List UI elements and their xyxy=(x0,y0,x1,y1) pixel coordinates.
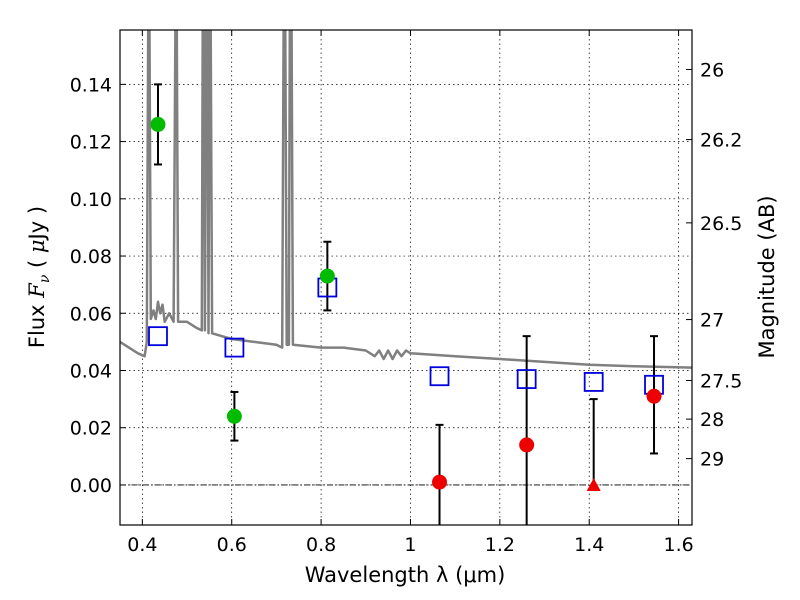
model-spectrum xyxy=(120,30,692,369)
y-axis-label: Flux Fν ( μJy ) xyxy=(25,206,53,348)
x-tick-label: 0.6 xyxy=(217,534,247,556)
plot-frame xyxy=(119,29,693,526)
model-photometry-square xyxy=(583,372,604,392)
y-tick-label: 0.10 xyxy=(70,189,112,211)
x-tick-label: 0.4 xyxy=(127,534,157,556)
model-photometry-square xyxy=(516,369,537,389)
y2-tick-label: 26 xyxy=(700,59,724,81)
red-data-point xyxy=(519,437,535,453)
y-axis-label-part: μ xyxy=(25,239,49,253)
x-tick-label: 1.4 xyxy=(574,534,604,556)
grid-lines xyxy=(120,30,692,525)
y-axis-label-part: ( xyxy=(25,253,49,275)
red-data-point xyxy=(432,474,448,490)
red-data-point xyxy=(646,388,662,404)
y-tick-label: 0.00 xyxy=(70,475,112,497)
x-tick-label: 1.6 xyxy=(663,534,693,556)
model-photometry-square xyxy=(224,337,245,358)
y-tick-label: 0.06 xyxy=(70,303,112,325)
y2-tick-label: 26.2 xyxy=(700,130,742,152)
y-tick-label: 0.12 xyxy=(70,132,112,154)
axis-ticks xyxy=(120,30,692,525)
y-axis-label-part: ν xyxy=(37,274,53,283)
tick-labels: 0.4 0.6 0.8 1 1.2 1.4 1.6 0.00 0.02 0.04 0.06 0.08 0… xyxy=(70,59,743,556)
x-tick-label: 0.8 xyxy=(306,534,336,556)
error-bars xyxy=(153,83,659,525)
green-data-point xyxy=(319,268,335,284)
y-tick-label: 0.08 xyxy=(70,246,112,268)
y-axis-label-part: Flux xyxy=(25,298,49,348)
model-photometry-square xyxy=(429,366,450,387)
data-markers xyxy=(148,116,664,491)
y-tick-label: 0.04 xyxy=(70,360,112,382)
y-axis-label-part: Jy ) xyxy=(25,206,49,242)
y-tick-label: 0.02 xyxy=(70,418,112,440)
x-axis-label: Wavelength λ (μm) xyxy=(305,563,506,587)
x-tick-label: 1 xyxy=(404,534,416,556)
model-spectrum-line xyxy=(120,30,692,369)
right-axis-label: Magnitude (AB) xyxy=(755,195,779,358)
y-tick-label: 0.14 xyxy=(70,74,112,96)
y2-tick-label: 29 xyxy=(700,449,724,471)
y2-tick-label: 28 xyxy=(700,409,724,431)
x-tick-label: 1.2 xyxy=(485,534,515,556)
green-data-point xyxy=(226,408,242,424)
y-axis-label-part: F xyxy=(25,282,49,299)
y2-tick-label: 27.5 xyxy=(700,371,742,393)
model-photometry-square xyxy=(148,326,168,347)
green-data-point xyxy=(150,116,166,132)
y2-tick-label: 27 xyxy=(700,310,724,332)
red-limit-triangle xyxy=(586,477,601,491)
y2-tick-label: 26.5 xyxy=(700,213,742,235)
